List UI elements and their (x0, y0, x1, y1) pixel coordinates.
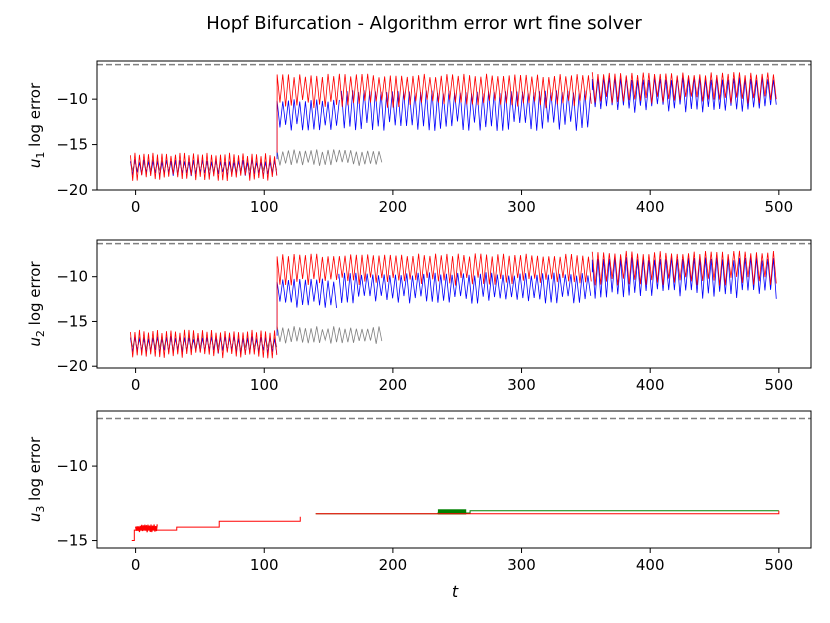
trace-red-3 (315, 510, 780, 515)
series-red-segment-2 (591, 250, 777, 286)
axes-frame-u1 (96, 60, 812, 191)
series-red-segment-1 (276, 73, 592, 153)
plot-area-u1 (97, 63, 811, 181)
series-blue-segment-2 (341, 90, 591, 131)
series-gray-segment-1 (276, 149, 383, 166)
x-tick-label-u3-1: 100 (250, 556, 279, 574)
x-tick-label-u1-1: 100 (250, 198, 279, 216)
series-blue-segment-3 (591, 257, 777, 299)
series-red-segment-0 (130, 152, 278, 181)
panel-u3: 0 100 200 300 400 500 −15 −10 u3 log error (26, 410, 812, 574)
series-red-segment-0 (130, 329, 278, 359)
x-tick-label-u3-3: 300 (507, 556, 536, 574)
y-axis-label-u3: u3 log error (26, 436, 47, 522)
x-tick-label-u3-4: 400 (636, 556, 665, 574)
figure-title: Hopf Bifurcation - Algorithm error wrt f… (206, 13, 642, 34)
y-tick-label-u2-2: −10 (56, 268, 88, 286)
panel-u2: 0 100 200 300 400 500 −20 −15 −10 u2 log error (26, 239, 812, 394)
x-tick-label-u2-0: 0 (131, 376, 141, 394)
y-tick-label-u2-0: −20 (56, 357, 88, 375)
y-tick-label-u1-2: −10 (56, 90, 88, 108)
x-tick-label-u2-5: 500 (765, 376, 794, 394)
x-tick-label-u1-4: 400 (636, 198, 665, 216)
x-tick-label-u2-1: 100 (250, 376, 279, 394)
x-axis-label: t (452, 582, 459, 601)
x-tick-label-u1-0: 0 (131, 198, 141, 216)
x-tick-label-u2-4: 400 (636, 376, 665, 394)
axes-frame-u2 (96, 239, 812, 369)
x-tick-label-u2-2: 200 (379, 376, 408, 394)
x-tick-label-u3-0: 0 (131, 556, 141, 574)
plot-area-u3 (97, 417, 811, 542)
series-blue-segment-2 (338, 272, 592, 304)
panel-u1: 0 100 200 300 400 500 −20 −15 −10 u1 log error (26, 60, 812, 216)
series-red-segment-1 (276, 253, 592, 330)
plot-area-u2 (97, 242, 811, 359)
y-tick-label-u2-1: −15 (56, 312, 88, 330)
series-gray-segment-1 (276, 326, 383, 344)
y-axis-label-u1: u1 log error (26, 82, 47, 168)
x-tick-label-u1-2: 200 (379, 198, 408, 216)
series-blue-segment-3 (591, 76, 777, 113)
x-tick-label-u1-5: 500 (765, 198, 794, 216)
x-tick-label-u3-2: 200 (379, 556, 408, 574)
y-tick-label-u1-1: −15 (56, 136, 88, 154)
y-axis-label-u2: u2 log error (26, 261, 47, 347)
series-blue-segment-1 (276, 278, 337, 336)
y-tick-label-u1-0: −20 (56, 181, 88, 199)
y-tick-label-u3-1: −10 (56, 457, 88, 475)
series-blue-segment-1 (276, 99, 340, 160)
x-tick-label-u2-3: 300 (507, 376, 536, 394)
x-tick-label-u3-5: 500 (765, 556, 794, 574)
x-tick-label-u1-3: 300 (507, 198, 536, 216)
trace-green-band (437, 509, 467, 515)
y-tick-label-u3-0: −15 (56, 532, 88, 550)
series-red-segment-2 (591, 72, 777, 104)
trace-red-noise (135, 524, 158, 533)
trace-red-2 (131, 516, 301, 542)
axes-frame-u3 (96, 410, 812, 549)
